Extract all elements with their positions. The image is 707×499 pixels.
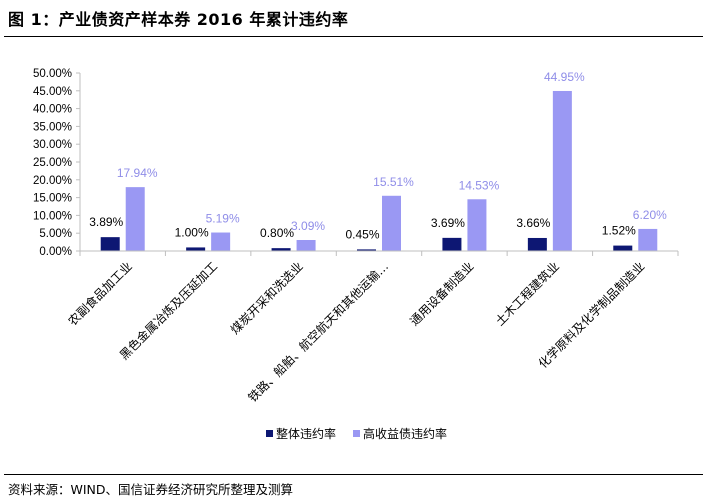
data-label: 3.89% (89, 215, 123, 229)
x-tick-label: 土木工程建筑业 (492, 259, 562, 329)
bar-series-2 (125, 187, 145, 251)
bar-series-2 (467, 199, 487, 251)
x-tick-label: 通用设备制造业 (407, 259, 476, 328)
bar-series-1 (527, 237, 547, 251)
bar-series-2 (382, 195, 401, 251)
y-tick-label: 10.00% (33, 210, 72, 222)
legend-label: 整体违约率 (276, 426, 336, 441)
data-label: 1.52% (602, 224, 636, 238)
bar-series-1 (442, 237, 462, 251)
y-tick-label: 0.00% (39, 246, 72, 258)
y-axis: 0.00% 5.00% 10.00% 15.00% 20.00% 25.00% 30.00%… (33, 68, 81, 258)
y-tick-label: 5.00% (39, 228, 72, 240)
bar-series-1 (186, 247, 206, 251)
legend-label: 高收益债违约率 (363, 426, 447, 441)
bar-series-2 (296, 239, 316, 251)
bar-series-2 (552, 90, 572, 251)
data-label: 15.51% (373, 175, 414, 189)
source-note: 资料来源：WIND、国信证券经济研究所整理及测算 (8, 482, 294, 497)
legend-swatch (353, 430, 360, 437)
data-label: 44.95% (544, 70, 585, 84)
x-tick-label: 铁路、船舶、航空航天和其他运输… (245, 259, 391, 405)
x-tick-label: 煤炭开采和洗选业 (228, 259, 306, 337)
bar-series-1 (613, 245, 633, 251)
legend: 整体违约率 高收益债违约率 (266, 426, 447, 441)
y-tick-label: 30.00% (33, 139, 72, 151)
data-label: 3.69% (431, 216, 465, 230)
y-tick-label: 35.00% (33, 121, 72, 133)
bar-series-1 (100, 237, 120, 251)
bar-series-1 (357, 249, 376, 251)
data-label: 1.00% (175, 225, 209, 239)
data-label: 0.80% (260, 226, 294, 240)
data-label: 3.66% (516, 216, 550, 230)
y-tick-label: 15.00% (33, 193, 72, 205)
x-tick-label: 农副食品加工业 (65, 259, 135, 329)
source-rule (4, 474, 703, 475)
legend-swatch (266, 430, 273, 437)
data-label: 0.45% (345, 227, 379, 241)
y-tick-label: 50.00% (33, 68, 72, 80)
y-tick-label: 25.00% (33, 157, 72, 169)
bar-series-2 (638, 228, 658, 251)
data-label: 3.09% (291, 219, 325, 233)
bars: 3.89% 17.94% 1.00%5.19% 0.80%3.09% 0.45% 15.5… (89, 70, 667, 251)
bar-series-1 (271, 248, 291, 251)
data-label: 6.20% (633, 208, 667, 222)
bar-series-2 (211, 232, 231, 251)
x-tick-label: 黑色金属冶炼及压延加工 (116, 259, 220, 363)
y-tick-label: 20.00% (33, 175, 72, 187)
data-label: 5.19% (206, 212, 240, 226)
y-tick-label: 45.00% (33, 86, 72, 98)
y-tick-label: 40.00% (33, 104, 72, 116)
data-label: 14.53% (459, 178, 500, 192)
title-rule (4, 36, 703, 37)
figure-title: 图 1：产业债资产样本券 2016 年累计违约率 (8, 10, 349, 29)
data-label: 17.94% (117, 166, 158, 180)
